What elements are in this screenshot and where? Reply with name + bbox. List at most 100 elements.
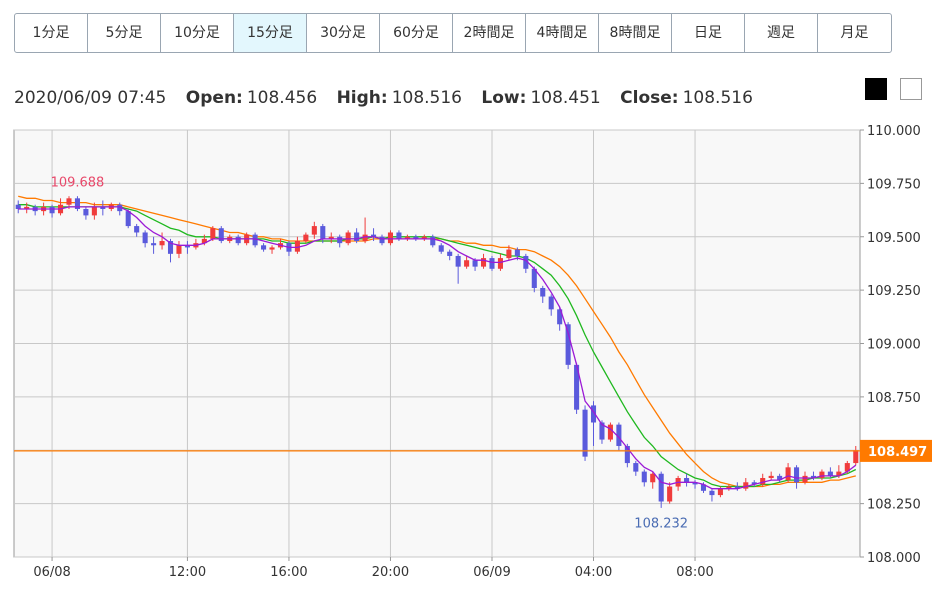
tab-timeframe-0[interactable]: 1分足 [15, 14, 88, 52]
candle [354, 228, 360, 244]
candle [438, 243, 444, 254]
ma-long-line [18, 195, 856, 488]
candle [743, 478, 749, 491]
candle [650, 471, 656, 489]
candle-body [743, 482, 749, 489]
candle-body [836, 471, 842, 476]
candle-body [472, 260, 478, 267]
candle [328, 232, 334, 244]
candle [337, 234, 343, 248]
candle-body [514, 249, 520, 256]
candle-body [827, 471, 833, 476]
candle-body [802, 475, 808, 483]
candle-body [853, 450, 859, 464]
candle-body [303, 234, 309, 242]
candle-body [134, 226, 140, 233]
candle-body [768, 475, 774, 479]
ohlc-high-label: High: [336, 88, 388, 108]
light-theme-button[interactable] [900, 78, 922, 100]
y-tick-label: 108.750 [867, 391, 921, 406]
candle [582, 405, 588, 461]
candle [430, 234, 436, 248]
candle-body [751, 482, 757, 485]
tab-timeframe-4[interactable]: 30分足 [307, 14, 380, 52]
candle-body [159, 241, 165, 246]
candle [590, 401, 597, 446]
candle [523, 253, 529, 274]
tab-timeframe-3[interactable]: 15分足 [234, 14, 307, 52]
candle-body [235, 236, 241, 244]
candle [853, 445, 859, 466]
candle-body [167, 241, 174, 254]
candle [540, 285, 546, 303]
x-tick-label: 12:00 [169, 565, 206, 580]
candle-body [734, 486, 740, 489]
candle-body [218, 228, 224, 242]
tab-timeframe-5[interactable]: 60分足 [380, 14, 453, 52]
candle-body [354, 232, 360, 242]
candle [667, 482, 673, 504]
candle-body [100, 206, 106, 209]
dark-theme-button[interactable] [865, 78, 887, 100]
candle [641, 469, 647, 487]
candle-body [362, 234, 368, 242]
candle-body [624, 445, 630, 464]
candle-body [117, 204, 123, 212]
candle [734, 482, 740, 491]
y-tick-label: 109.500 [867, 231, 921, 246]
candle-body [565, 324, 571, 365]
tab-timeframe-9[interactable]: 日足 [672, 14, 745, 52]
candle [607, 422, 613, 442]
candle-body [269, 247, 275, 250]
candle [464, 255, 470, 269]
tab-timeframe-2[interactable]: 10分足 [161, 14, 234, 52]
candle-body [371, 234, 377, 237]
candle-body [506, 249, 512, 259]
candle-body [777, 475, 783, 481]
candle-body [49, 206, 55, 214]
candle [489, 255, 495, 271]
candle [362, 217, 368, 244]
current-price-label: 108.497 [868, 445, 927, 460]
tab-timeframe-11[interactable]: 月足 [840, 25, 869, 41]
candle [709, 488, 715, 502]
candle [252, 232, 258, 248]
candle [100, 200, 106, 216]
candle-body [489, 258, 495, 269]
candle-body [345, 232, 351, 244]
candle-body [261, 245, 267, 250]
tab-timeframe-10[interactable]: 週足 [745, 14, 818, 52]
candle [387, 230, 394, 246]
period-high-label: 109.688 [51, 176, 105, 191]
candle-body [760, 478, 766, 485]
tab-timeframe-6[interactable]: 2時間足 [453, 14, 526, 52]
candle [777, 473, 783, 483]
tab-timeframe-1[interactable]: 5分足 [88, 14, 161, 52]
candle-body [523, 255, 529, 269]
candle [794, 465, 800, 489]
x-tick-label: 04:00 [575, 565, 612, 580]
tab-timeframe-7[interactable]: 4時間足 [526, 14, 599, 52]
candle [768, 471, 774, 481]
candle-body [785, 467, 791, 481]
candle-body [810, 475, 817, 479]
x-tick-label: 06/08 [33, 565, 70, 580]
candle [320, 223, 326, 244]
candle-body [337, 236, 343, 244]
tab-timeframe-8[interactable]: 8時間足 [599, 14, 672, 52]
candle-body [176, 245, 182, 254]
candle [235, 234, 241, 246]
candle-body [658, 473, 664, 502]
candle [49, 204, 55, 218]
candle [269, 245, 275, 254]
candle-body [447, 251, 453, 256]
ohlc-high-value: 108.516 [391, 88, 463, 108]
candle-body [590, 405, 597, 423]
candle-body [184, 245, 190, 248]
candle [15, 200, 21, 214]
candle [692, 480, 698, 489]
candle-body [616, 424, 622, 446]
candle-body [726, 486, 732, 489]
candle [125, 208, 131, 229]
